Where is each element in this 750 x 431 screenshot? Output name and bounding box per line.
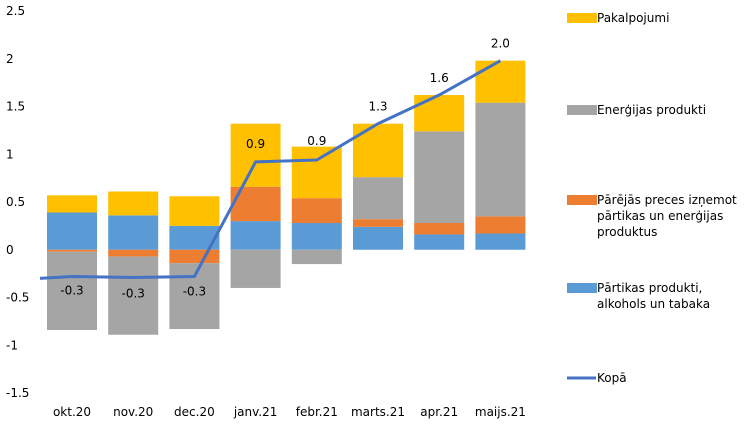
bar-segment: [108, 191, 159, 216]
bar-segment: [169, 249, 220, 264]
legend: Pakalpojumi Enerģijas produkti Pārējās pre…: [567, 11, 737, 385]
data-label: -0.3: [121, 286, 144, 300]
total-line: [39, 59, 502, 280]
bar-segment: [475, 102, 526, 217]
bar-segment: [47, 251, 97, 330]
legend-swatch: [567, 283, 597, 293]
bar-segment: [475, 233, 526, 250]
bar-segment: [291, 146, 342, 199]
bar-segment: [291, 249, 342, 265]
y-tick-label: 2.5: [6, 4, 25, 18]
x-axis: okt.20 nov.20 dec.20 janv.21 febr.21 marts.21…: [53, 405, 526, 419]
x-tick-label: marts.21: [351, 405, 405, 419]
bar-segment: [353, 177, 403, 220]
y-tick-label: -0.5: [6, 291, 29, 305]
legend-label: Pārējās preces izņemot pārtikas un enerģi…: [597, 193, 737, 239]
legend-item: Enerģijas produkti: [567, 103, 706, 117]
bar-segment: [414, 95, 465, 132]
y-axis: -1.5 -1 -0.5 0 0.5 1 1.5 2 2.5: [6, 4, 29, 400]
data-label: 0.9: [246, 137, 265, 151]
bar-segment: [230, 221, 281, 250]
y-tick-label: 1.5: [6, 100, 25, 114]
bar-segment: [475, 216, 526, 234]
legend-label: Enerģijas produkti: [597, 103, 706, 117]
y-tick-label: -1: [6, 338, 18, 352]
x-tick-label: okt.20: [53, 405, 91, 419]
bar-segment: [169, 196, 220, 226]
data-label: 2.0: [491, 37, 510, 51]
legend-label: Kopā: [597, 371, 627, 385]
bar-segment: [230, 249, 281, 288]
x-tick-label: nov.20: [113, 405, 153, 419]
data-label: -0.3: [60, 283, 83, 297]
x-tick-label: maijs.21: [475, 405, 526, 419]
legend-label: Pakalpojumi: [597, 11, 669, 25]
legend-item: Kopā: [567, 371, 627, 385]
legend-label: Pārtikas produkti, alkohols un tabaka: [597, 281, 710, 311]
x-tick-label: janv.21: [233, 405, 278, 419]
x-tick-label: dec.20: [174, 405, 215, 419]
bar-segment: [47, 249, 97, 252]
bar-segment: [353, 123, 403, 178]
legend-swatch: [567, 195, 597, 205]
y-tick-label: 0: [6, 243, 14, 257]
bar-segment: [108, 256, 159, 335]
data-label: -0.3: [183, 284, 206, 298]
legend-item: Pārējās preces izņemot pārtikas un enerģi…: [567, 193, 737, 239]
legend-swatch: [567, 13, 597, 23]
bar-segment: [47, 212, 97, 250]
legend-item: Pārtikas produkti, alkohols un tabaka: [567, 281, 710, 311]
legend-swatch: [567, 105, 597, 115]
bar-segment: [108, 215, 159, 250]
y-tick-label: -1.5: [6, 386, 29, 400]
legend-item: Pakalpojumi: [567, 11, 669, 25]
data-label: 1.3: [368, 100, 387, 114]
bar-segment: [353, 226, 403, 250]
bar-segment: [47, 195, 97, 213]
bar-segment: [169, 225, 220, 250]
bar-segment: [291, 223, 342, 250]
bar-segment: [230, 123, 281, 187]
x-tick-label: febr.21: [296, 405, 338, 419]
bar-segment: [291, 198, 342, 224]
bars: [47, 60, 526, 335]
bar-segment: [414, 131, 465, 224]
x-tick-label: apr.21: [420, 405, 458, 419]
y-tick-label: 1: [6, 147, 14, 161]
data-label: 1.6: [430, 71, 449, 85]
data-label: 0.9: [307, 134, 326, 148]
bar-segment: [108, 249, 159, 257]
total-line-path: [39, 59, 502, 280]
bar-segment: [353, 219, 403, 227]
y-tick-label: 0.5: [6, 195, 25, 209]
bar-segment: [475, 60, 526, 103]
bar-segment: [414, 223, 465, 235]
data-labels: -0.3 -0.3 -0.3 0.9 0.9 1.3 1.6 2.0: [60, 37, 510, 301]
y-tick-label: 2: [6, 52, 14, 66]
bar-segment: [414, 234, 465, 250]
